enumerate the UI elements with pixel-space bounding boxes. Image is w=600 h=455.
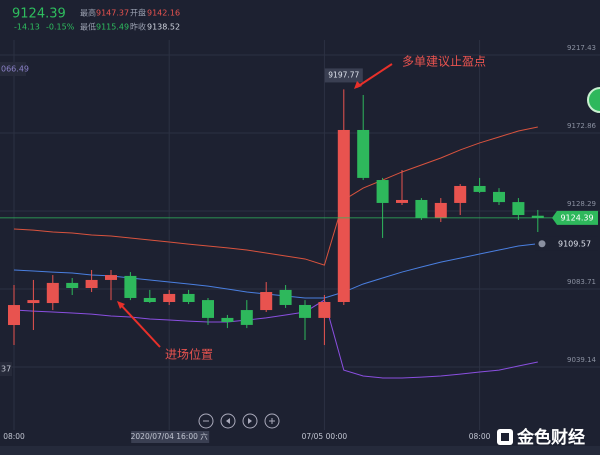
zoom-in[interactable] [264,413,280,429]
tab-bar [0,446,600,455]
high-tag-label: 9197.77 [328,70,359,79]
first[interactable] [220,413,236,429]
candle-body [396,199,408,203]
stat-label: 开盘 [130,8,146,18]
candle-body [415,199,428,218]
candle-body [531,215,544,218]
change-pct: -0.15% [46,23,75,32]
high-tag [324,68,363,83]
icon [269,418,275,424]
edge-tag [0,62,26,76]
arrow-head [117,301,125,309]
indicator-line [13,243,538,299]
stat-value: 9147.37 [96,9,129,18]
candle-body [124,275,137,298]
candle-body [46,282,59,304]
stat-value: 9138.52 [147,23,180,32]
candle-body [240,310,253,325]
price: 9124.39 [12,7,66,22]
candle-body [182,293,195,302]
candle-body [85,279,98,288]
candle-body [8,305,20,326]
y-tick-label: 9083.71 [567,278,596,286]
arrow [356,63,393,88]
candle-body [318,302,331,318]
price-tag-label: 9124.39 [560,213,593,222]
logo [501,433,509,441]
candle-body [221,317,234,322]
x-tick-label: 2020/07/04 16:00 六 [131,431,209,441]
edge-label: 37 [1,365,11,374]
candle-body [493,191,505,203]
annotations: 多单建议止盈点 进场位置 066.49 37 [0,55,600,376]
indicator-line [13,299,538,379]
candle-body [376,180,389,203]
bell-icon [538,240,546,248]
price-tag [552,210,598,225]
candle-body [299,304,311,318]
candle-body [512,202,525,216]
y-tick-label: 9217.43 [567,44,596,52]
x-label-box [131,431,210,443]
header: 9124.39 -14.13 -0.15% 最高 9147.37 开盘 9142… [12,7,180,32]
icon [226,418,230,424]
change: -14.13 [14,23,40,32]
y-tick-label: 9128.29 [567,200,596,208]
candle-body [260,292,273,311]
candle-body [163,293,176,302]
candle-body [279,289,292,305]
zoom-out[interactable] [198,413,214,429]
candle-body [202,300,214,318]
stat-label: 昨收 [130,22,146,32]
controls [198,413,280,429]
y-tick-label: 9039.14 [567,356,596,364]
candle-body [337,129,350,302]
side-icon[interactable] [587,87,600,113]
stat-value: 9142.16 [147,9,180,18]
watermark-text: 金色财经 [516,427,585,448]
stat-value: 9115.49 [96,23,129,32]
annotation: 进场位置 [165,347,213,362]
icon [248,418,252,424]
candle-body [454,185,467,203]
mid-tag-label: 9109.57 [558,239,591,248]
candle-body [473,185,486,192]
y-tick-label: 9172.86 [567,122,596,130]
candle-body [143,297,156,302]
x-tick-label: 07/05 00:00 [302,432,348,441]
stat-label: 最高 [80,8,96,18]
plot: 9217.43 9172.86 9128.29 9083.71 9039.14 08:00… [0,40,600,443]
edge-label: 066.49 [1,65,29,74]
candle-body [105,275,117,280]
candle-body [357,129,370,178]
x-tick-label: 08:00 [469,432,491,441]
last[interactable] [242,413,258,429]
candle-body [27,300,40,304]
indicator-line [13,126,538,266]
arrow [119,303,161,348]
mid-tag [535,236,598,251]
candle-body [66,282,79,288]
edge-tag [0,362,12,376]
x-tick-label: 08:00 [3,432,25,441]
arrow-head [354,81,362,89]
candle-body [434,202,447,218]
stat-label: 最低 [80,22,96,32]
annotation: 多单建议止盈点 [402,55,486,69]
watermark: 金色财经 [497,427,585,448]
